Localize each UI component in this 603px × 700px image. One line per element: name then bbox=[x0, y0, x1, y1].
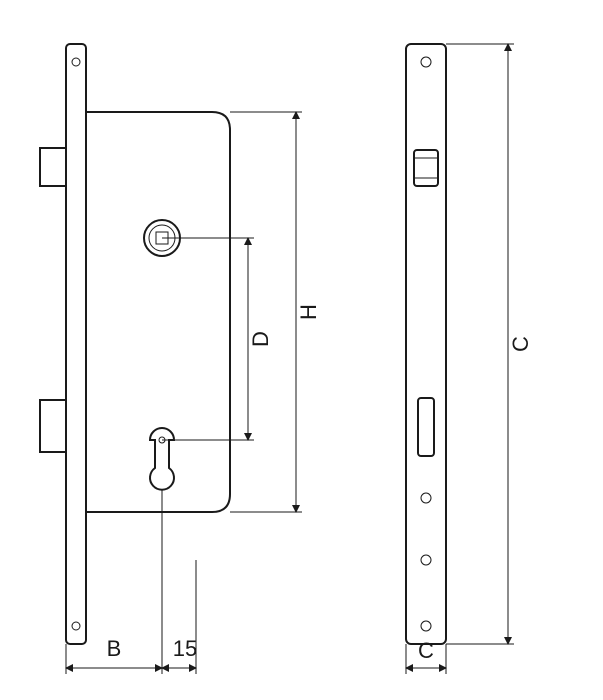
svg-text:D: D bbox=[248, 331, 273, 347]
technical-drawing: H D B 15 C C bbox=[0, 0, 603, 700]
svg-text:B: B bbox=[107, 636, 122, 661]
svg-text:C: C bbox=[508, 336, 533, 352]
svg-text:C: C bbox=[418, 638, 434, 663]
svg-text:15: 15 bbox=[173, 636, 197, 661]
svg-text:H: H bbox=[296, 304, 321, 320]
